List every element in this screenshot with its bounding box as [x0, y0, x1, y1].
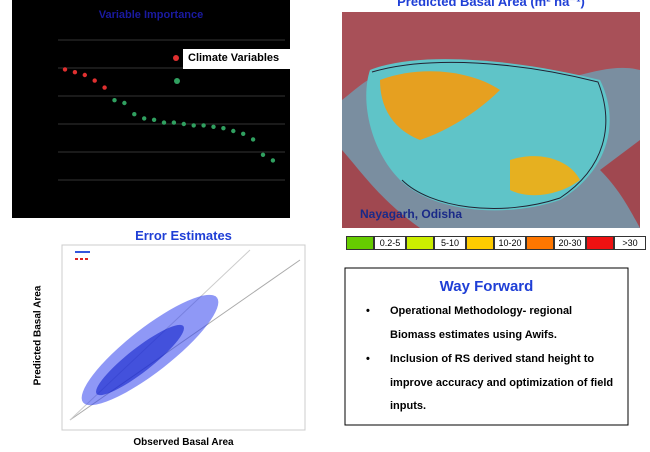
legend-box — [183, 49, 298, 69]
importance-dot — [82, 72, 88, 78]
importance-bg — [12, 0, 290, 218]
importance-dot — [62, 67, 68, 72]
map-region — [380, 71, 500, 140]
legend-label: Climate Variables — [188, 52, 280, 64]
legend-dot — [174, 78, 180, 84]
bullet-list: Operational Methodology- regional Biomas… — [366, 300, 616, 420]
map-title: Predicted Basal Area (m² ha⁻¹) — [397, 0, 585, 9]
importance-dot — [181, 121, 186, 127]
map-region — [510, 156, 580, 196]
importance-dot — [161, 120, 167, 125]
importance-dot — [221, 126, 226, 131]
bullet: Inclusion of RS derived stand height to … — [366, 348, 616, 419]
legend-swatch — [466, 236, 494, 250]
bullet: Operational Methodology- regional Biomas… — [366, 300, 616, 347]
importance-dot — [142, 116, 147, 121]
map-legend: 0.2-5 5-10 10-20 20-30 >30 — [346, 236, 646, 250]
importance-dot — [270, 158, 276, 163]
importance-dot — [102, 85, 107, 90]
importance-dot — [191, 123, 196, 128]
importance-dot — [132, 112, 137, 117]
importance-dot — [72, 70, 78, 75]
importance-dot — [211, 124, 216, 129]
legend-label: 10-20 — [494, 236, 526, 250]
way-forward-title: Way Forward — [439, 278, 534, 295]
map-boundary — [371, 61, 607, 209]
importance-dot — [231, 128, 236, 134]
importance-dot — [250, 137, 256, 142]
legend-swatch — [346, 236, 374, 250]
importance-title: Variable Importance — [98, 9, 204, 21]
legend-label: 5-10 — [434, 236, 466, 250]
map-region — [342, 140, 640, 228]
error-title: Error Estimates — [135, 228, 232, 243]
importance-dot — [171, 120, 177, 125]
importance-dot — [241, 131, 246, 136]
importance-dot — [151, 117, 157, 123]
importance-dot — [92, 78, 97, 83]
way-forward-box — [344, 267, 629, 426]
x-axis-label: Observed Basal Area — [133, 437, 234, 448]
legend-swatch — [406, 236, 434, 250]
y-axis-label: Predicted Basal Area — [32, 285, 44, 386]
scatter-cloud — [96, 324, 184, 396]
legend-label: >30 — [614, 236, 646, 250]
importance-grid — [58, 39, 285, 181]
legend-dot — [173, 55, 179, 61]
legend-label: 20-30 — [554, 236, 586, 250]
legend-swatch — [586, 236, 614, 250]
legend-label: 0.2-5 — [374, 236, 406, 250]
importance-dot — [112, 98, 117, 103]
importance-dot — [122, 100, 127, 106]
map-place: Nayagarh, Odisha — [360, 207, 463, 221]
importance-dot — [201, 123, 206, 128]
importance-dot — [260, 152, 266, 157]
legend-swatch — [526, 236, 554, 250]
